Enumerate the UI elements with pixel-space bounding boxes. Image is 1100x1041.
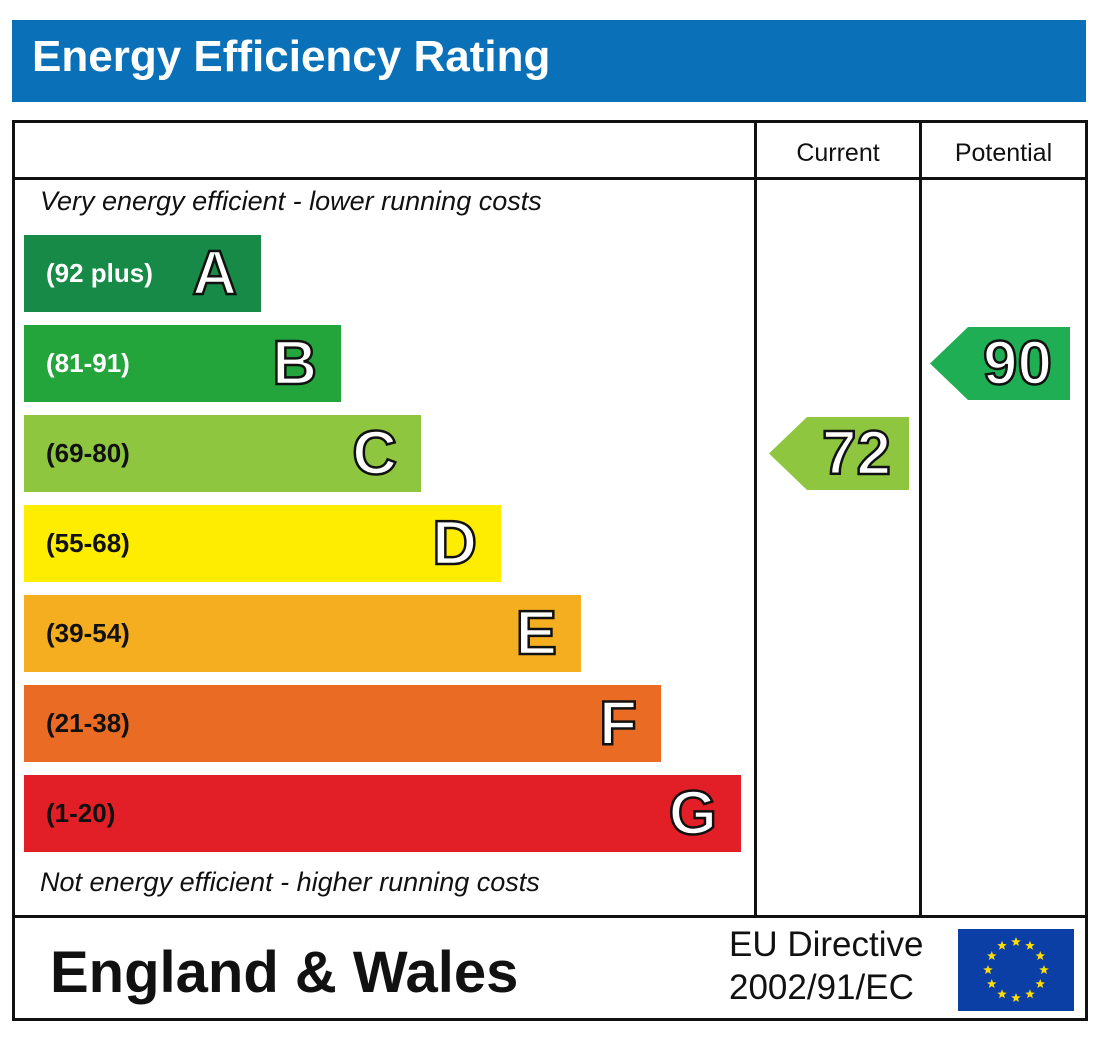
band-range-label: (92 plus) (46, 258, 153, 288)
potential-rating-arrow: 90 (930, 327, 1070, 400)
directive-line-1: EU Directive (729, 925, 924, 964)
band-letter: G (668, 778, 719, 850)
directive-line-2: 2002/91/EC (729, 968, 914, 1007)
eu-star-icon (997, 940, 1007, 950)
top-efficiency-note: Very energy efficient - lower running co… (40, 186, 542, 216)
bottom-efficiency-note: Not energy efficient - higher running co… (40, 867, 540, 897)
header-row-divider (15, 177, 1085, 180)
potential-rating-arrow-value: 90 (982, 328, 1053, 400)
band-range-label: (39-54) (46, 618, 130, 648)
current-column-divider (754, 123, 757, 915)
band-range-label: (1-20) (46, 798, 116, 828)
band-range-label: (21-38) (46, 708, 130, 738)
header-bar: Energy Efficiency Rating (12, 20, 1086, 102)
eu-star-icon (1011, 993, 1021, 1003)
potential-column-divider (919, 123, 922, 915)
current-rating-arrow-value: 72 (821, 418, 892, 490)
eu-star-icon (1039, 965, 1049, 975)
band-letter: D (431, 508, 478, 580)
band-e: (39-54) E (24, 595, 581, 672)
band-letter: F (598, 688, 638, 760)
band-c: (69-80) C (24, 415, 421, 492)
band-letter: E (514, 598, 558, 670)
eu-star-icon (1011, 937, 1021, 947)
band-range-label: (55-68) (46, 528, 130, 558)
band-range-label: (69-80) (46, 438, 130, 468)
page-title: Energy Efficiency Rating (32, 32, 551, 81)
band-range-label: (81-91) (46, 348, 130, 378)
eu-stars-icon (983, 937, 1049, 1003)
eu-star-icon (987, 979, 997, 989)
band-letter: A (191, 238, 238, 310)
band-letter: C (351, 418, 398, 490)
eu-star-icon (1025, 989, 1035, 999)
eu-star-icon (1035, 951, 1045, 961)
current-column-header: Current (796, 139, 880, 167)
eu-star-icon (983, 965, 993, 975)
eu-star-icon (987, 951, 997, 961)
region-label: England & Wales (50, 940, 519, 1005)
band-b: (81-91) B (24, 325, 341, 402)
eu-flag-icon (958, 929, 1074, 1011)
band-letter: B (271, 328, 318, 400)
eu-star-icon (997, 989, 1007, 999)
potential-column-header: Potential (954, 139, 1053, 167)
band-d: (55-68) D (24, 505, 501, 582)
current-rating-arrow: 72 (769, 417, 909, 490)
band-f: (21-38) F (24, 685, 661, 762)
rating-chart-frame: Current Potential Very energy efficient … (12, 120, 1088, 1021)
eu-directive-text: EU Directive 2002/91/EC (729, 923, 923, 1009)
eu-star-icon (1035, 979, 1045, 989)
band-g: (1-20) G (24, 775, 741, 852)
footer-row-divider (15, 915, 1085, 918)
eu-star-icon (1025, 940, 1035, 950)
band-a: (92 plus) A (24, 235, 261, 312)
